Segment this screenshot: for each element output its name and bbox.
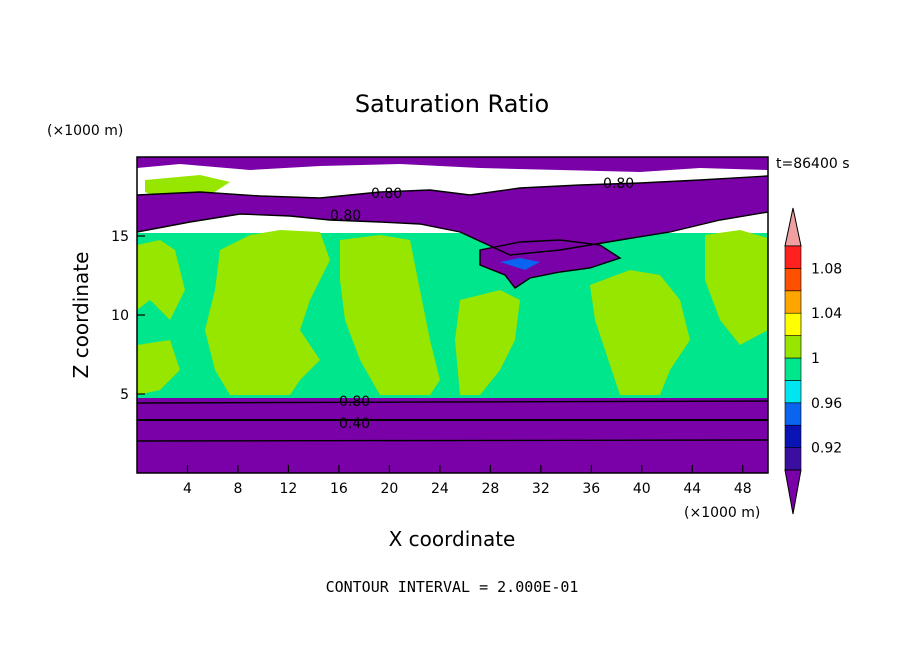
x-tick-label: 36 xyxy=(582,481,600,497)
colorbar-swatch xyxy=(784,402,802,426)
colorbar-tick-label: 1 xyxy=(811,351,820,367)
y-tick-label: 15 xyxy=(111,229,129,245)
colorbar-swatch xyxy=(784,335,802,359)
time-label: t=86400 s xyxy=(776,156,850,172)
colorbar-swatch xyxy=(784,357,802,381)
contour-label: 0.40 xyxy=(339,416,370,432)
x-tick-label: 48 xyxy=(734,481,752,497)
x-tick-label: 40 xyxy=(633,481,651,497)
contour-label: 0.80 xyxy=(603,176,634,192)
contour-lines xyxy=(137,175,768,442)
contour-interval-footer: CONTOUR INTERVAL = 2.000E-01 xyxy=(326,578,579,596)
x-tick-label: 8 xyxy=(233,481,242,497)
plot-area xyxy=(137,157,768,473)
y-axis-ticks: 5 10 15 xyxy=(111,229,145,403)
colorbar-swatch xyxy=(784,268,802,292)
contour-label: 0.80 xyxy=(371,186,402,202)
x-tick-label: 16 xyxy=(330,481,348,497)
x-tick-label: 24 xyxy=(431,481,449,497)
colorbar-tick-label: 1.08 xyxy=(811,261,842,277)
colorbar-top-arrow xyxy=(784,207,802,247)
x-tick-label: 20 xyxy=(380,481,398,497)
colorbar-swatch xyxy=(784,290,802,314)
colorbar-tick-label: 0.96 xyxy=(811,396,842,412)
region-upper-dry xyxy=(137,176,768,255)
contour-label: 0.80 xyxy=(330,208,361,224)
x-tick-label: 32 xyxy=(532,481,550,497)
region-top-dry xyxy=(137,157,768,172)
colorbar-swatch xyxy=(784,245,802,269)
contour-labels: 0.80 0.80 0.80 0.80 0.40 xyxy=(330,176,634,432)
x-axis-title: X coordinate xyxy=(389,527,516,551)
colorbar-tick-label: 1.04 xyxy=(811,306,842,322)
x-tick-label: 12 xyxy=(280,481,298,497)
colorbar-swatch xyxy=(784,312,802,336)
colorbar-bottom-arrow xyxy=(784,469,802,515)
colorbar-swatch xyxy=(784,424,802,448)
y-unit-label: (×1000 m) xyxy=(47,123,123,139)
dry-intrusion xyxy=(480,240,620,288)
x-tick-label: 44 xyxy=(683,481,701,497)
chart-title: Saturation Ratio xyxy=(355,90,549,118)
x-unit-label: (×1000 m) xyxy=(684,505,760,521)
contour-label: 0.80 xyxy=(339,394,370,410)
x-tick-label: 28 xyxy=(481,481,499,497)
y-axis-title: Z coordinate xyxy=(69,252,93,379)
colorbar-swatch xyxy=(784,380,802,404)
x-axis-ticks: 4 8 12 16 20 24 28 32 36 40 44 48 xyxy=(183,465,752,497)
y-tick-label: 5 xyxy=(120,387,129,403)
colorbar-swatch xyxy=(784,447,802,471)
colorbar-tick-label: 0.92 xyxy=(811,441,842,457)
region-lower-dry xyxy=(137,398,768,473)
colorbar: 0.92 0.96 1 1.04 1.08 xyxy=(784,207,842,515)
x-tick-label: 4 xyxy=(183,481,192,497)
y-tick-label: 10 xyxy=(111,308,129,324)
